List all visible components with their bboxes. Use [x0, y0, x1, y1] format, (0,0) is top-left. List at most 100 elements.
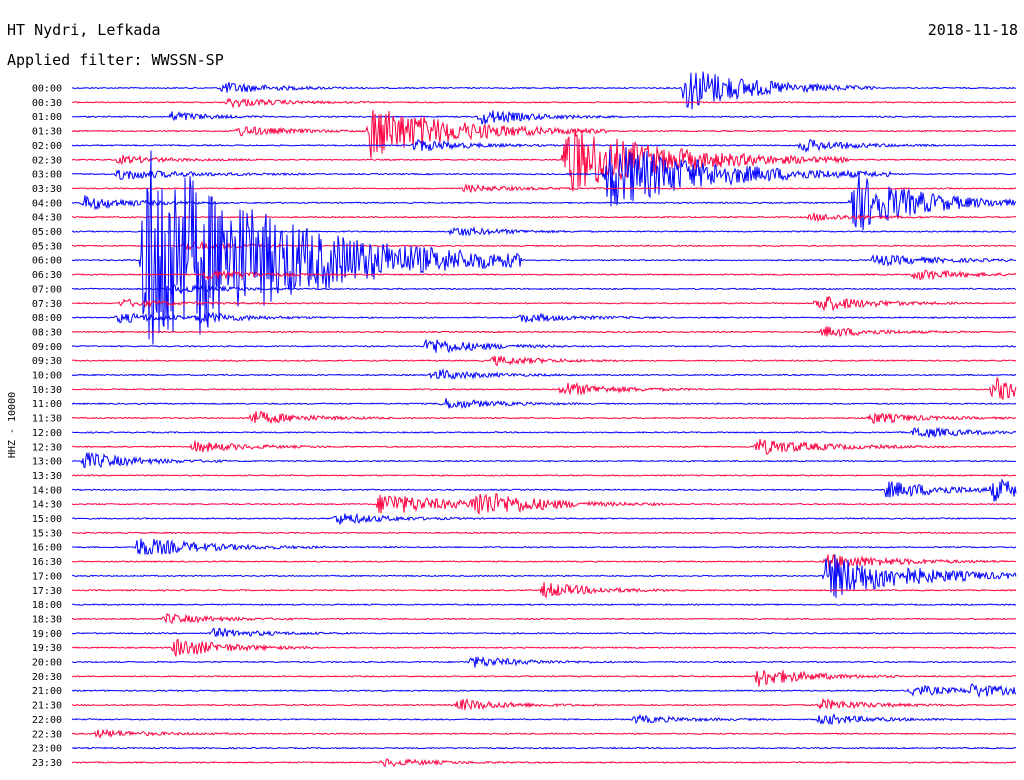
trace-line — [71, 269, 1017, 281]
time-axis-labels: 00:00 00:30 01:00 01:30 02:00 02:30 03:00 03:30… — [32, 84, 62, 769]
trace-line — [71, 697, 1016, 711]
trace-line — [72, 538, 1017, 555]
time-label: 08:30 — [32, 327, 62, 338]
trace-line — [71, 746, 1017, 750]
date-label: 2018-11-18 — [927, 21, 1018, 39]
trace-line — [71, 150, 1017, 345]
trace-line — [71, 627, 1017, 638]
trace-line — [71, 493, 1017, 515]
time-label: 18:00 — [32, 600, 62, 611]
time-label: 18:30 — [32, 614, 62, 625]
time-label: 15:30 — [32, 528, 62, 539]
trace-line — [71, 326, 1017, 338]
time-label: 12:00 — [32, 428, 62, 439]
trace-line — [71, 452, 1017, 469]
trace-line — [71, 531, 1017, 535]
trace-line — [71, 553, 1017, 570]
time-label: 13:00 — [32, 457, 62, 468]
trace-line — [71, 110, 1017, 125]
trace-line — [71, 638, 1017, 657]
time-label: 17:00 — [32, 571, 62, 582]
trace-line — [71, 138, 1017, 153]
trace-line — [71, 554, 1017, 598]
trace-line — [71, 612, 1017, 625]
time-label: 04:30 — [32, 213, 62, 224]
trace-line — [71, 183, 1017, 194]
filter-subtitle: Applied filter: WWSSN-SP — [7, 51, 224, 69]
time-label: 14:00 — [32, 485, 62, 496]
trace-line — [71, 355, 1017, 367]
time-label: 06:30 — [32, 270, 62, 281]
channel-label: HHZ - 10000 — [7, 392, 18, 458]
time-label: 19:00 — [32, 629, 62, 640]
time-label: 14:30 — [32, 500, 62, 511]
time-label: 05:00 — [32, 227, 62, 238]
time-label: 21:00 — [32, 686, 62, 697]
time-label: 09:30 — [32, 356, 62, 367]
time-label: 10:00 — [32, 371, 62, 382]
trace-line — [71, 512, 1017, 525]
time-label: 00:00 — [32, 84, 62, 95]
time-label: 16:30 — [32, 557, 62, 568]
trace-line — [71, 240, 1017, 251]
trace-line — [72, 426, 1017, 438]
trace-line — [71, 212, 1017, 223]
time-label: 00:30 — [32, 98, 62, 109]
trace-line — [71, 728, 1017, 739]
time-label: 13:30 — [32, 471, 62, 482]
time-label: 02:00 — [32, 141, 62, 152]
time-label: 12:30 — [32, 442, 62, 453]
time-label: 11:30 — [32, 414, 62, 425]
time-label: 11:00 — [32, 399, 62, 410]
trace-line — [71, 338, 1017, 354]
time-label: 03:30 — [32, 184, 62, 195]
trace-line — [71, 478, 1017, 502]
time-label: 17:30 — [32, 586, 62, 597]
time-label: 06:00 — [32, 256, 62, 267]
time-label: 20:00 — [32, 658, 62, 669]
trace-line — [71, 410, 1017, 424]
trace-line — [71, 758, 1017, 768]
trace-line — [71, 670, 1017, 687]
time-label: 08:00 — [32, 313, 62, 324]
time-label: 02:30 — [32, 155, 62, 166]
time-label: 19:30 — [32, 643, 62, 654]
trace-line — [71, 110, 1017, 159]
time-label: 22:00 — [32, 715, 62, 726]
trace-line — [71, 474, 1017, 477]
trace-line — [71, 713, 1017, 726]
trace-line — [71, 439, 1017, 456]
trace-line — [71, 368, 1017, 380]
trace-line — [72, 376, 1017, 401]
time-label: 04:00 — [32, 198, 62, 209]
time-label: 16:00 — [32, 543, 62, 554]
trace-line — [71, 582, 1017, 599]
time-label: 05:30 — [32, 241, 62, 252]
time-label: 09:00 — [32, 342, 62, 353]
trace-lines — [71, 71, 1017, 768]
time-label: 23:00 — [32, 744, 62, 755]
station-title: HT Nydri, Lefkada — [7, 21, 161, 39]
trace-line — [71, 225, 1017, 237]
time-label: 03:00 — [32, 170, 62, 181]
trace-line — [71, 128, 1017, 192]
time-label: 23:30 — [32, 758, 62, 769]
trace-line — [71, 398, 1017, 409]
time-label: 07:00 — [32, 284, 62, 295]
time-label: 10:30 — [32, 385, 62, 396]
time-label: 01:00 — [32, 112, 62, 123]
trace-line — [71, 146, 1017, 207]
time-label: 15:00 — [32, 514, 62, 525]
time-label: 22:30 — [32, 729, 62, 740]
time-label: 20:30 — [32, 672, 62, 683]
trace-line — [71, 656, 1017, 668]
trace-line — [71, 173, 1017, 231]
trace-line — [71, 283, 1017, 295]
trace-line — [71, 295, 1017, 312]
time-label: 21:30 — [32, 701, 62, 712]
trace-line — [71, 603, 1017, 606]
trace-line — [71, 311, 1017, 324]
trace-line — [71, 683, 1017, 698]
time-label: 01:30 — [32, 127, 62, 138]
